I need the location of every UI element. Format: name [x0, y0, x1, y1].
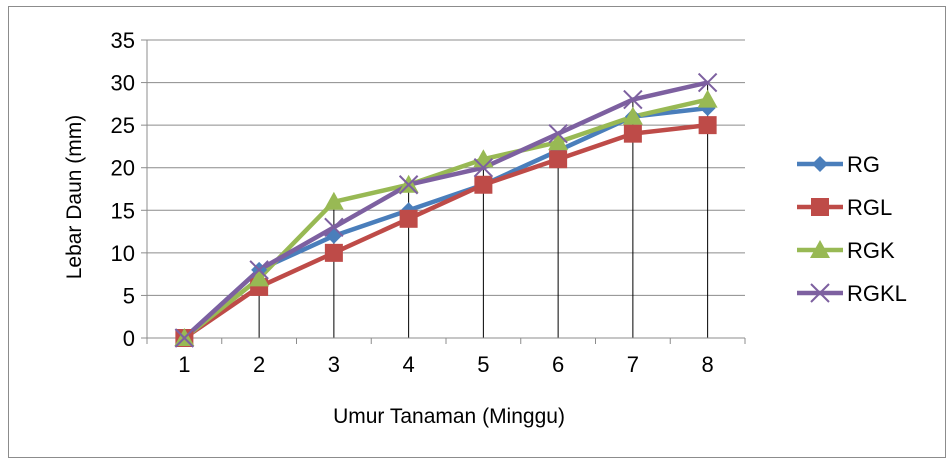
data-point-rgk	[249, 268, 270, 287]
legend-item-rgk: RGK	[797, 238, 895, 263]
legend: RG RGL RGK RGKL	[797, 152, 907, 306]
series-line-rgk	[182, 97, 709, 340]
x-tick-label: 5	[477, 352, 489, 377]
data-point-rgk	[622, 106, 643, 125]
data-point-rgl	[698, 116, 717, 135]
gridlines	[147, 39, 745, 296]
legend-label: RGL	[847, 195, 892, 220]
axes	[141, 39, 746, 344]
line-chart: 0 5 10 15 20 25 30 35 1 2 3 4 5 6 7 8 Umur Tanaman (Min…	[63, 28, 907, 428]
legend-label: RGK	[847, 238, 895, 263]
legend-marker	[811, 198, 829, 216]
tick-labels: 0 5 10 15 20 25 30 35 1 2 3 4 5 6 7 8	[111, 28, 714, 377]
data-point-rgk	[548, 132, 569, 151]
x-marker-stroke	[473, 158, 494, 178]
y-tick-label: 15	[111, 198, 135, 223]
series-line-rgkl	[182, 80, 709, 340]
x-marker-stroke	[174, 328, 195, 348]
x-tick-label: 6	[552, 352, 564, 377]
legend-label: RG	[847, 152, 880, 177]
x-marker-stroke	[697, 72, 718, 93]
data-point-rgk	[697, 89, 718, 108]
x-tick-label: 4	[403, 352, 415, 377]
data-point-rgl	[623, 124, 642, 143]
legend-marker	[812, 156, 828, 172]
x-tick-label: 8	[702, 352, 714, 377]
x-tick-label: 7	[627, 352, 639, 377]
data-point-rgkl	[324, 217, 344, 238]
data-point-rgl	[549, 150, 568, 169]
data-point-rgkl	[174, 328, 195, 348]
legend-item-rgkl: RGKL	[797, 281, 907, 306]
x-marker-stroke	[249, 260, 269, 280]
y-axis-title: Lebar Daun (mm)	[63, 115, 86, 280]
data-point-rgkl	[548, 123, 568, 144]
data-point-rgl	[474, 175, 493, 194]
chart-frame: 0 5 10 15 20 25 30 35 1 2 3 4 5 6 7 8 Umur Tanaman (Min…	[8, 6, 946, 458]
x-marker-stroke	[324, 217, 344, 238]
x-tick-label: 3	[328, 352, 340, 377]
y-tick-label: 30	[111, 71, 135, 96]
x-marker-stroke	[623, 89, 643, 110]
x-marker-stroke	[810, 283, 830, 303]
legend-marker	[810, 283, 830, 303]
y-tick-label: 20	[111, 156, 135, 181]
y-tick-label: 0	[123, 326, 135, 351]
data-point-rgl	[399, 209, 418, 228]
y-tick-label: 35	[111, 28, 135, 53]
series-markers	[174, 72, 718, 348]
legend-item-rgl: RGL	[797, 195, 892, 220]
x-marker-stroke	[548, 123, 568, 144]
x-marker-stroke	[398, 175, 419, 195]
legend-marker	[810, 240, 830, 258]
data-point-rgkl	[697, 72, 718, 93]
x-axis-title: Umur Tanaman (Minggu)	[333, 405, 565, 428]
y-tick-label: 5	[123, 283, 135, 308]
x-tick-label: 1	[178, 352, 190, 377]
data-point-rgkl	[623, 89, 643, 110]
series-lines	[182, 80, 709, 340]
data-point-rgkl	[398, 175, 419, 195]
y-tick-label: 25	[111, 113, 135, 138]
x-tick-label: 2	[253, 352, 265, 377]
legend-label: RGKL	[847, 281, 907, 306]
y-tick-label: 10	[111, 241, 135, 266]
data-point-rgkl	[249, 260, 269, 280]
data-point-rgkl	[473, 158, 494, 178]
data-point-rgl	[324, 243, 343, 262]
data-point-rgk	[323, 191, 344, 210]
legend-item-rg: RG	[797, 152, 880, 177]
series-line-rgl	[183, 122, 708, 340]
